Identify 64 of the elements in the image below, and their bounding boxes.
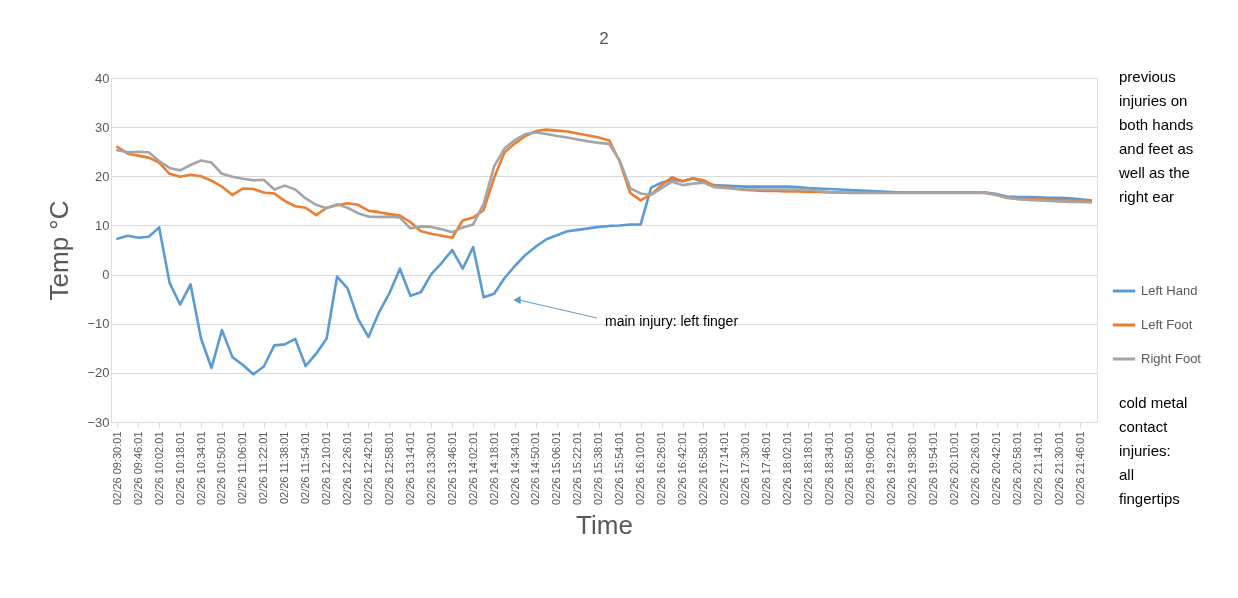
x-tick-label: 02/26 19:06:01 [864, 431, 877, 505]
x-tick-label: 02/26 11:06:01 [236, 431, 249, 505]
x-tick-label: 02/26 14:50:01 [529, 431, 542, 505]
x-tick-label: 02/26 10:18:01 [173, 431, 186, 505]
x-tick-label: 02/26 15:54:01 [613, 431, 626, 505]
x-tick-label: 02/26 18:18:01 [801, 431, 814, 505]
x-tick-label: 02/26 18:34:01 [822, 431, 835, 505]
chart-title: 2 [599, 29, 609, 48]
y-tick-label: 20 [95, 168, 110, 184]
legend-label: Left Hand [1141, 283, 1198, 298]
x-tick-label: 02/26 15:38:01 [592, 431, 605, 505]
x-tick-label: 02/26 18:02:01 [780, 431, 793, 505]
y-tick-label: 30 [95, 119, 110, 135]
x-axis-title: Time [576, 509, 633, 540]
y-tick-label: −30 [87, 414, 110, 430]
y-axis-title: Temp °C [44, 200, 75, 301]
x-tick-label: 02/26 12:58:01 [382, 431, 395, 505]
x-tick-label: 02/26 16:58:01 [696, 431, 709, 505]
x-tick-label: 02/26 09:46:01 [131, 431, 144, 505]
x-tick-label: 02/26 09:30:01 [110, 431, 123, 505]
text: cold metal contact injuries: all fingertips [1119, 394, 1188, 507]
x-tick-label: 02/26 13:30:01 [424, 431, 437, 505]
x-tick-label: 02/26 10:02:01 [152, 431, 165, 505]
annotation: main injury: left finger [605, 313, 739, 329]
x-tick-label: 02/26 15:22:01 [571, 431, 584, 505]
x-tick-label: 02/26 11:38:01 [278, 431, 291, 505]
x-tick-label: 02/26 19:54:01 [927, 431, 940, 505]
x-tick-label: 02/26 21:46:01 [1073, 431, 1086, 505]
x-tick-label: 02/26 17:14:01 [717, 431, 730, 505]
x-tick-label: 02/26 10:50:01 [215, 431, 228, 505]
x-tick-label: 02/26 21:14:01 [1031, 431, 1044, 505]
x-tick-label: 02/26 16:42:01 [676, 431, 688, 505]
x-tick-label: 02/26 18:50:01 [843, 431, 856, 505]
y-tick-label: 10 [95, 217, 110, 233]
legend-label: Left Foot [1141, 317, 1193, 332]
text: previous injuries on both hands and feet as well as the right ear [1118, 68, 1194, 205]
y-tick-label: 40 [95, 70, 110, 86]
x-tick-label: 02/26 14:18:01 [487, 431, 500, 505]
x-tick-label: 02/26 12:26:01 [341, 431, 354, 505]
x-tick-label: 02/26 16:10:01 [634, 431, 647, 505]
y-tick-label: −20 [87, 365, 110, 381]
x-tick-label: 02/26 14:34:01 [508, 431, 521, 505]
x-tick-label: 02/26 13:46:01 [445, 431, 458, 505]
x-tick-label: 02/26 17:46:01 [759, 431, 772, 505]
y-tick-label: 0 [102, 267, 110, 283]
x-tick-label: 02/26 17:30:01 [738, 431, 751, 505]
x-tick-label: 02/26 13:14:01 [403, 431, 416, 505]
x-tick-label: 02/26 20:26:01 [969, 431, 982, 505]
y-tick-label: −10 [87, 316, 110, 332]
legend-label: Right Foot [1141, 351, 1202, 366]
x-tick-label: 02/26 19:38:01 [906, 431, 919, 505]
x-tick-label: 02/26 16:26:01 [655, 431, 668, 505]
x-tick-label: 02/26 19:22:01 [885, 431, 898, 505]
x-tick-label: 02/26 14:02:01 [466, 431, 479, 505]
x-tick-label: 02/26 20:42:01 [990, 431, 1003, 505]
x-tick-label: 02/26 20:10:01 [948, 431, 961, 505]
x-tick-label: 02/26 11:22:01 [257, 431, 270, 505]
x-tick-label: 02/26 20:58:01 [1010, 431, 1023, 505]
x-tick-label: 02/26 10:34:01 [194, 431, 207, 505]
x-tick-label: 02/26 15:06:01 [550, 431, 563, 505]
x-tick-label: 02/26 21:30:01 [1052, 431, 1065, 505]
x-tick-label: 02/26 12:10:01 [320, 431, 333, 505]
x-tick-label: 02/26 11:54:01 [299, 431, 312, 505]
x-tick-label: 02/26 12:42:01 [361, 431, 374, 505]
